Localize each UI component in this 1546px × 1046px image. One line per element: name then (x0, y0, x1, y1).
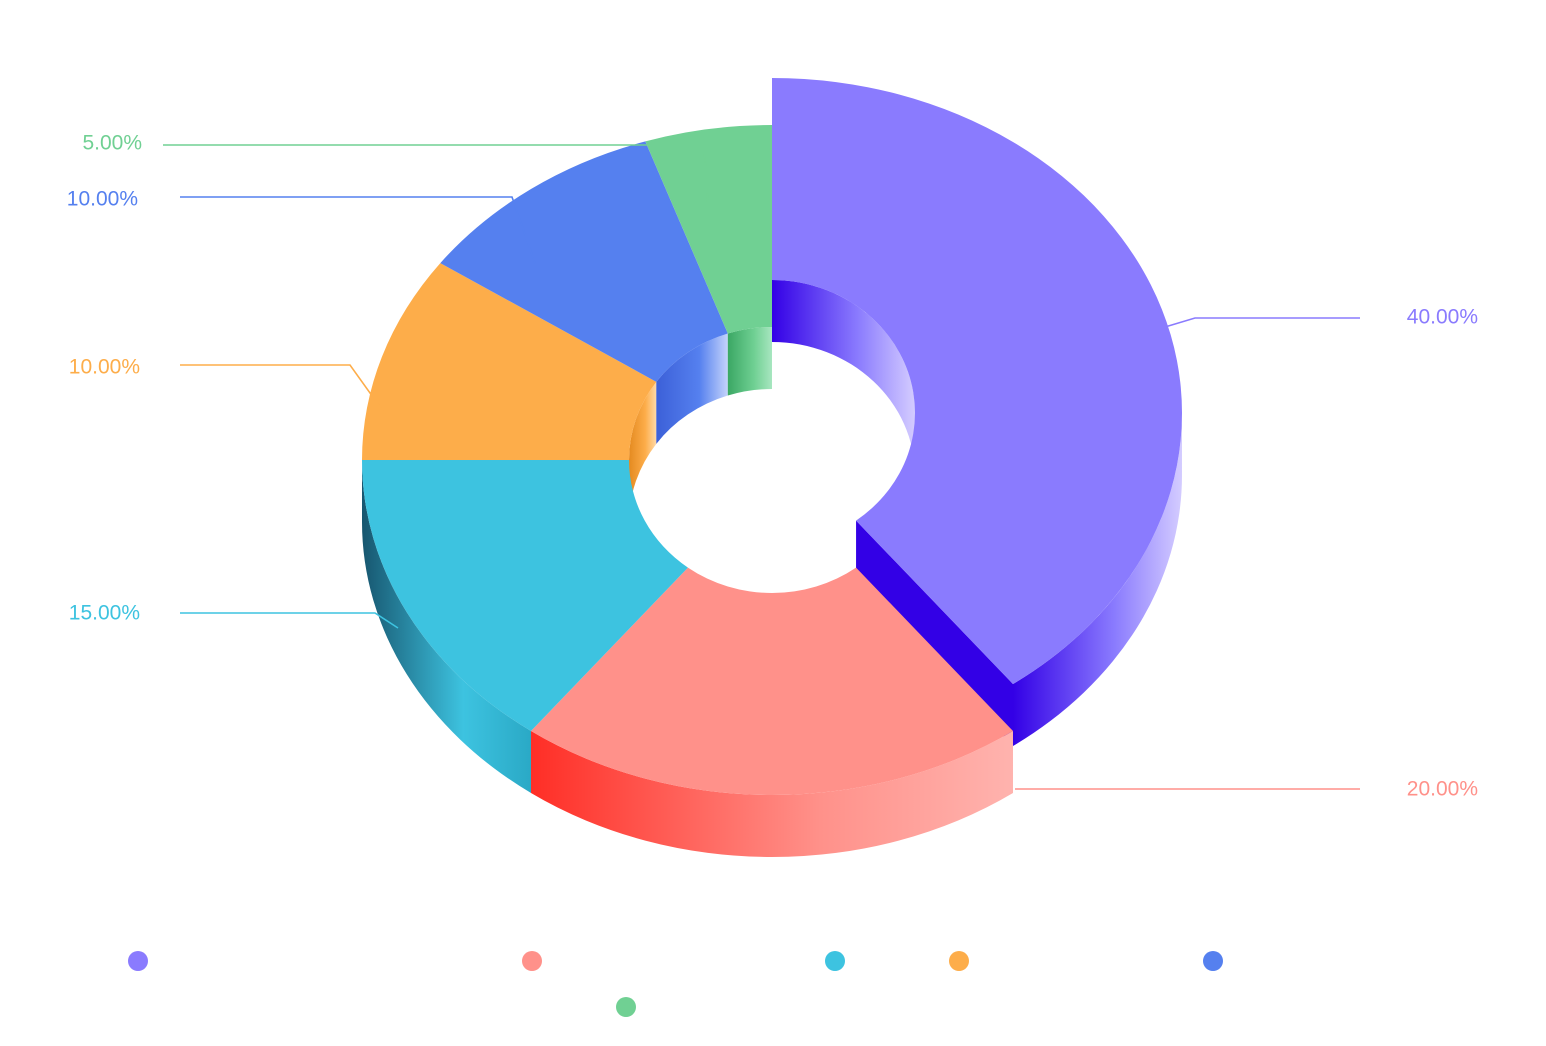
legend-dot-1[interactable] (522, 951, 542, 971)
slice-inner-wall-3-1 (629, 381, 657, 522)
leader-line-0 (1164, 317, 1360, 328)
percent-label-0: 40.00% (1407, 306, 1478, 329)
slice-wall-0 (1012, 413, 1182, 747)
leader-line-2 (180, 612, 399, 629)
slice-inner-wall-0-0 (772, 280, 915, 475)
slice-inner-wall-4-1 (656, 333, 728, 444)
legend-dot-0[interactable] (128, 951, 148, 971)
legend-dot-5[interactable] (616, 997, 636, 1017)
legend-dot-4[interactable] (1203, 951, 1223, 971)
slice-cut-face-0 (856, 520, 1013, 747)
leader-line-5 (163, 144, 710, 224)
legend-dot-2[interactable] (825, 951, 845, 971)
slice-wall-2 (362, 460, 532, 794)
slice-top-0 (772, 78, 1182, 685)
slice-top-4 (440, 141, 728, 382)
slice-tops (362, 78, 1182, 795)
leader-line-4 (180, 196, 536, 264)
percent-label-3: 10.00% (69, 356, 140, 379)
legend-dot-3[interactable] (949, 951, 969, 971)
slice-top-3 (362, 263, 657, 460)
percent-label-4: 10.00% (67, 188, 138, 211)
slice-top-5 (645, 125, 772, 334)
leader-line-3 (180, 364, 386, 415)
slice-top-2 (362, 460, 688, 732)
legend (128, 951, 1223, 1017)
percent-label-1: 20.00% (1407, 778, 1478, 801)
slice-wall-1 (531, 731, 1013, 857)
percent-label-5: 5.00% (82, 132, 142, 155)
slice-top-1 (531, 567, 1013, 795)
leader-lines (163, 144, 1360, 790)
percent-labels: 40.00% 20.00% 15.00% 10.00% 10.00% 5.00% (67, 132, 1478, 801)
percent-label-2: 15.00% (69, 602, 140, 625)
slice-inner-wall-5-1 (727, 327, 772, 396)
slice-side-walls (362, 280, 1182, 857)
